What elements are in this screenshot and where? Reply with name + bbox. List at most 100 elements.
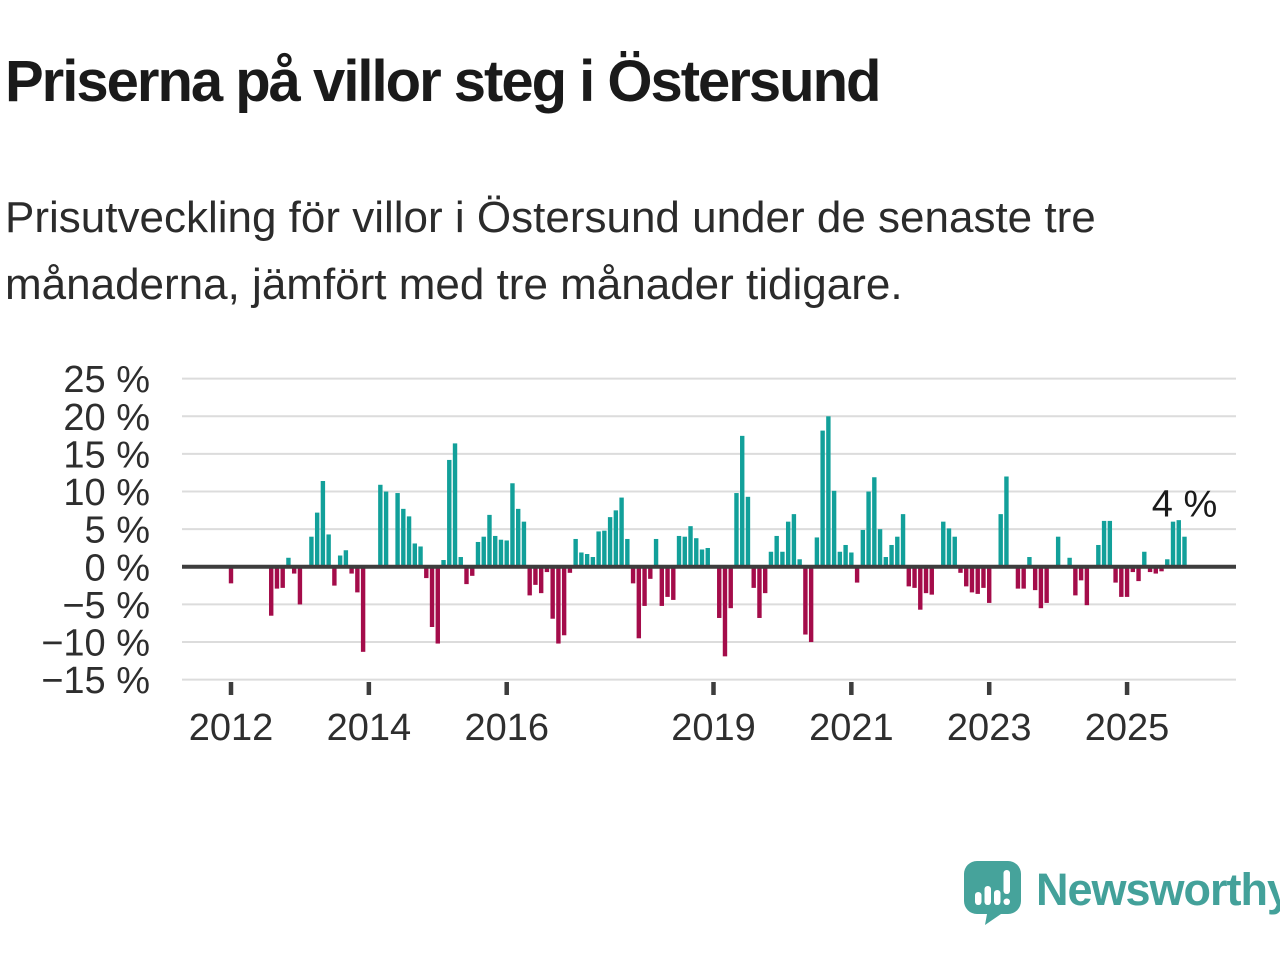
bar — [671, 566, 676, 600]
bar — [797, 559, 802, 567]
bar — [337, 555, 343, 567]
y-axis-label: 5 % — [85, 510, 150, 552]
bar — [958, 566, 963, 573]
bar — [820, 430, 825, 567]
bar — [1176, 520, 1181, 567]
bar — [550, 566, 555, 619]
newsworthy-logo-text: Newsworthy — [1036, 864, 1280, 915]
bar — [1170, 521, 1176, 567]
bar — [1153, 566, 1158, 574]
bar — [309, 536, 314, 567]
bar — [561, 566, 567, 636]
bar — [481, 536, 486, 567]
bar — [699, 549, 705, 567]
bar — [981, 566, 986, 588]
chart-title: Priserna på villor steg i Östersund — [5, 49, 881, 114]
bar — [607, 517, 613, 567]
bar — [1004, 476, 1009, 567]
logo-exclamation-dot — [1003, 898, 1010, 905]
bar — [584, 554, 590, 567]
bar — [883, 557, 889, 567]
y-axis-label: 25 % — [63, 359, 150, 401]
logo-bar-tall — [984, 886, 991, 905]
bar — [877, 529, 883, 567]
x-axis-label: 2019 — [671, 707, 756, 749]
bar — [1055, 536, 1061, 567]
bar — [1147, 566, 1153, 573]
logo-bar-small — [975, 892, 982, 905]
bar — [452, 443, 458, 567]
bar — [510, 483, 515, 567]
bar — [837, 551, 843, 567]
bar — [900, 514, 906, 567]
bar — [269, 566, 274, 616]
bar — [665, 566, 670, 597]
bar — [1107, 520, 1113, 567]
logo-bar-medium — [994, 890, 1001, 905]
bar — [941, 521, 946, 567]
bar — [728, 566, 733, 609]
x-axis-label: 2021 — [809, 707, 894, 749]
bar — [418, 546, 423, 567]
bar — [521, 521, 527, 567]
bar — [596, 531, 601, 567]
bar — [854, 566, 860, 583]
bar — [688, 526, 693, 567]
bar — [504, 540, 509, 567]
bar — [286, 557, 291, 567]
bar — [1044, 566, 1049, 603]
bar — [475, 541, 481, 567]
bar — [538, 566, 544, 594]
bar — [1084, 566, 1090, 606]
bar — [952, 536, 957, 567]
bar — [1119, 566, 1124, 597]
y-axis-label: −5 % — [62, 585, 150, 627]
bar — [740, 435, 745, 567]
bar — [332, 566, 337, 586]
bar — [1113, 566, 1118, 583]
bar — [228, 566, 234, 584]
bar — [291, 566, 297, 574]
bar — [923, 566, 929, 594]
bar — [349, 566, 354, 574]
bar — [458, 557, 463, 567]
bar — [1027, 557, 1032, 567]
bar — [975, 566, 980, 594]
x-axis-label: 2012 — [189, 707, 274, 749]
bar — [849, 552, 854, 567]
y-axis-label: 15 % — [63, 434, 150, 476]
bar — [1182, 536, 1187, 567]
newsworthy-logo: Newsworthy — [962, 860, 1280, 926]
bar — [573, 538, 578, 567]
bar — [556, 566, 561, 644]
bar — [929, 566, 934, 595]
bar — [768, 551, 774, 567]
x-axis-label: 2023 — [947, 707, 1032, 749]
bar — [780, 551, 785, 567]
bar — [722, 566, 728, 657]
bar — [487, 514, 492, 567]
bar — [516, 508, 521, 567]
bar — [803, 566, 808, 635]
bar — [872, 477, 877, 567]
bar — [653, 538, 659, 567]
bar — [895, 536, 900, 567]
bar — [946, 528, 952, 567]
bar — [757, 566, 762, 618]
bar — [648, 566, 653, 579]
bar — [1067, 557, 1072, 567]
bar — [1136, 566, 1141, 582]
bar — [889, 544, 894, 567]
bar — [791, 514, 797, 567]
bar — [630, 566, 636, 584]
bar — [274, 566, 280, 589]
bar — [527, 566, 532, 596]
bar — [906, 566, 911, 587]
bar — [642, 566, 647, 606]
bar — [1130, 566, 1136, 573]
x-axis-label: 2014 — [327, 707, 412, 749]
bar — [378, 484, 383, 567]
bar — [912, 566, 917, 588]
y-axis-label: −15 % — [41, 660, 150, 702]
bar — [705, 547, 710, 567]
